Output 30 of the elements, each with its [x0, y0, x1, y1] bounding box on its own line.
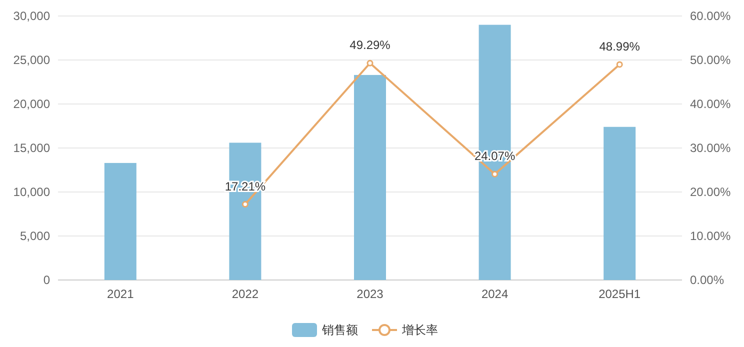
y-tick-label: 0 [43, 273, 50, 287]
x-tick-label: 2025H1 [598, 287, 641, 301]
bar [354, 74, 386, 280]
point [242, 201, 248, 208]
y-tick-label: 5,000 [20, 229, 50, 243]
legend-label: 销售额 [321, 323, 358, 337]
x-tick-label: 2024 [481, 287, 508, 301]
y2-tick-label: 20.00% [690, 185, 732, 199]
bar [604, 126, 636, 280]
y2-tick-label: 10.00% [690, 229, 732, 243]
point [492, 170, 498, 178]
legend-label: 增长率 [401, 323, 438, 337]
y-tick-label: 20,000 [13, 97, 50, 111]
y-tick-label: 10,000 [13, 185, 50, 199]
point [366, 60, 374, 66]
data-label: 49.29% [350, 38, 391, 52]
y2-tick-label: 50.00% [690, 53, 732, 67]
y2-tick-label: 30.00% [690, 141, 732, 155]
y-tick-label: 25,000 [13, 53, 50, 67]
point [616, 61, 623, 68]
y-tick-label: 15,000 [13, 141, 50, 155]
bar [104, 162, 136, 280]
y2-tick-label: 40.00% [690, 97, 732, 111]
y2-tick-label: 60.00% [690, 9, 732, 23]
y2-tick-label: 0.00% [690, 273, 724, 287]
x-tick-label: 2022 [232, 287, 259, 301]
y-tick-label: 30,000 [13, 9, 50, 23]
x-tick-label: 2021 [107, 287, 134, 301]
x-tick-label: 2023 [356, 287, 384, 301]
data-label: 48.99% [599, 39, 640, 54]
